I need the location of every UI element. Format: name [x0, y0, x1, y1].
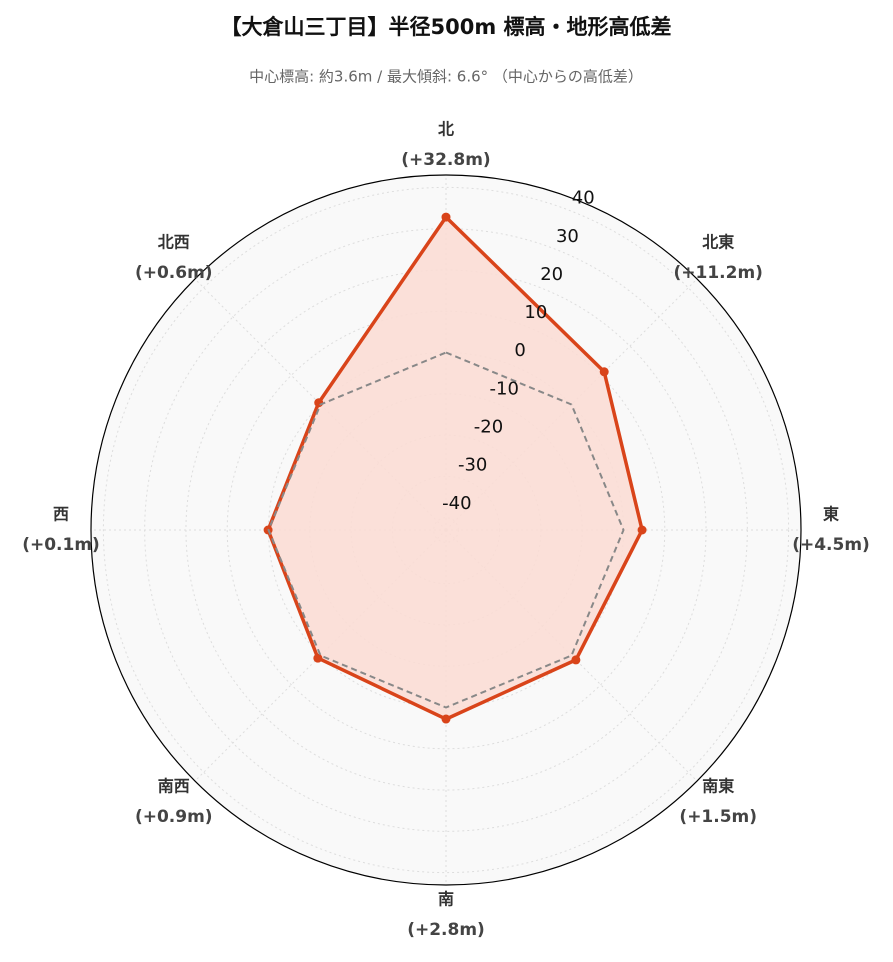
data-point [571, 655, 581, 665]
r-tick-label: -40 [442, 493, 471, 514]
category-label: 北 [438, 120, 454, 139]
r-tick-label: 30 [556, 226, 579, 247]
category-label: 北東 [702, 232, 734, 251]
r-tick-label: -30 [458, 455, 487, 476]
value-label: (+1.5m) [679, 807, 757, 827]
value-label: (+0.1m) [22, 535, 100, 555]
category-label: 東 [823, 505, 839, 524]
value-label: (+0.9m) [135, 807, 213, 827]
r-tick-label: 0 [514, 340, 525, 361]
data-point [441, 212, 451, 222]
category-label: 南東 [702, 777, 734, 796]
data-point [637, 525, 647, 535]
data-point [599, 367, 609, 377]
category-label: 北西 [158, 232, 190, 251]
r-tick-label: -20 [474, 417, 503, 438]
r-tick-label: 10 [524, 302, 547, 323]
spoke [445, 278, 698, 531]
spoke [445, 529, 698, 782]
reference-line [267, 351, 625, 709]
value-label: (+2.8m) [407, 920, 485, 940]
r-tick-label: -10 [490, 378, 519, 399]
spoke [194, 529, 447, 782]
chart-title: 【大倉山三丁目】半径500m 標高・地形高低差 [220, 15, 671, 39]
outer-circle [90, 174, 802, 886]
r-tick-label: 20 [540, 264, 563, 285]
category-label: 西 [53, 505, 69, 524]
category-label: 南 [438, 890, 454, 909]
value-label: (+11.2m) [674, 263, 763, 283]
category-label: 南西 [158, 777, 190, 796]
r-tick-label: 40 [572, 188, 595, 209]
spoke [194, 278, 447, 531]
grid-circle [102, 186, 790, 874]
data-point [313, 653, 323, 663]
value-label: (+4.5m) [792, 535, 870, 555]
value-label: (+32.8m) [401, 150, 490, 170]
data-point [441, 714, 451, 724]
value-label: (+0.6m) [135, 263, 213, 283]
data-point [314, 398, 324, 408]
chart-subtitle: 中心標高: 約3.6m / 最大傾斜: 6.6° （中心からの高低差） [249, 68, 643, 86]
